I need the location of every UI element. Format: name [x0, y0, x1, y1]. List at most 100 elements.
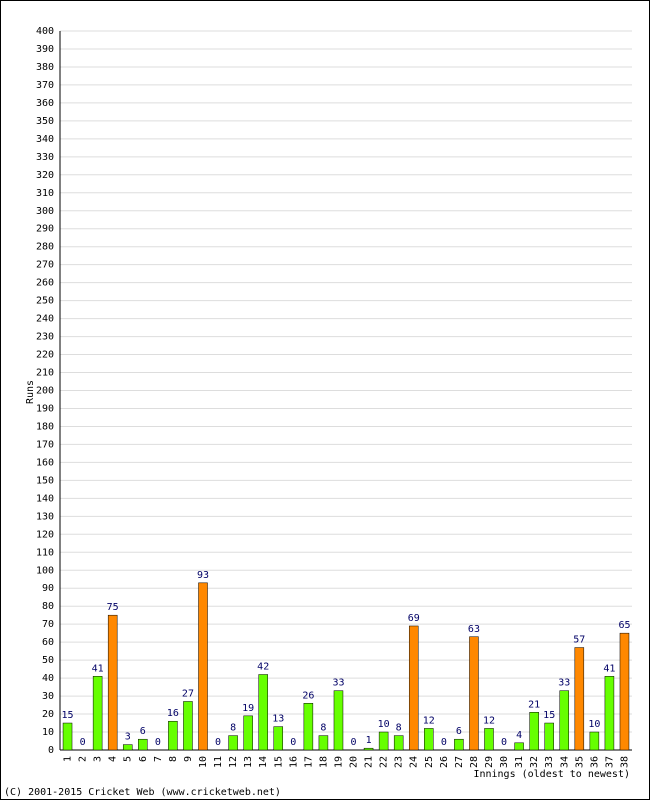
x-tick-label: 38	[619, 756, 630, 768]
y-tick-label: 100	[36, 565, 54, 576]
y-tick-label: 0	[48, 745, 54, 756]
bar	[273, 726, 284, 751]
value-label: 0	[351, 737, 357, 748]
x-tick-label: 29	[484, 756, 495, 768]
x-tick-label: 34	[559, 756, 570, 768]
x-tick-label: 22	[379, 756, 390, 768]
x-tick-label: 8	[168, 756, 179, 762]
y-tick-label: 190	[36, 403, 54, 414]
bar	[62, 722, 73, 751]
bar	[183, 701, 193, 751]
value-label: 3	[125, 732, 131, 743]
x-tick-label: 23	[394, 756, 405, 768]
x-tick-label: 25	[424, 756, 435, 768]
y-tick-label: 120	[36, 529, 54, 540]
y-tick-label: 310	[36, 188, 54, 199]
x-tick-label: 16	[288, 756, 299, 768]
x-tick-label: 31	[514, 756, 525, 768]
bar	[514, 742, 524, 751]
value-label: 0	[501, 737, 507, 748]
y-tick-label: 140	[36, 493, 54, 504]
value-label: 19	[242, 703, 254, 714]
x-tick-label: 2	[78, 756, 89, 762]
value-label: 75	[107, 602, 119, 613]
bar	[559, 690, 570, 751]
value-label: 15	[543, 710, 555, 721]
bar	[408, 625, 419, 751]
y-tick-label: 270	[36, 260, 54, 271]
value-label: 10	[378, 719, 390, 730]
x-tick-label: 32	[529, 756, 540, 768]
y-tick-label: 230	[36, 332, 54, 343]
y-tick-label: 80	[42, 601, 54, 612]
value-label: 0	[80, 737, 86, 748]
bar	[198, 582, 208, 751]
x-tick-label: 9	[183, 756, 194, 762]
value-label: 16	[167, 708, 179, 719]
y-axis-label: Runs	[25, 380, 36, 404]
x-tick-label: 3	[93, 756, 104, 762]
x-tick-label: 14	[258, 756, 269, 768]
value-label: 12	[423, 715, 435, 726]
value-label: 27	[182, 688, 194, 699]
value-label: 12	[483, 715, 495, 726]
value-label: 6	[140, 726, 146, 737]
x-tick-label: 21	[364, 756, 375, 768]
x-axis-label: Innings (oldest to newest)	[473, 769, 630, 780]
x-tick-label: 10	[198, 756, 209, 768]
y-tick-label: 210	[36, 368, 54, 379]
value-label: 57	[573, 635, 585, 646]
value-label: 0	[441, 737, 447, 748]
value-label: 0	[155, 737, 161, 748]
value-label: 33	[558, 678, 570, 689]
bar	[544, 722, 554, 751]
bar	[243, 715, 253, 751]
value-label: 13	[272, 714, 284, 725]
y-tick-label: 370	[36, 80, 54, 91]
y-tick-label: 400	[36, 26, 54, 37]
y-tick-label: 240	[36, 314, 54, 325]
value-label: 33	[332, 678, 344, 689]
y-tick-label: 260	[36, 278, 54, 289]
y-tick-label: 360	[36, 98, 54, 109]
y-tick-label: 90	[42, 583, 54, 594]
value-label: 93	[197, 570, 209, 581]
y-tick-label: 10	[42, 727, 54, 738]
value-label: 0	[215, 737, 221, 748]
bar	[258, 674, 268, 751]
x-tick-label: 12	[228, 756, 239, 768]
y-tick-label: 300	[36, 206, 54, 217]
bar	[424, 728, 434, 751]
x-tick-label: 6	[138, 756, 149, 762]
x-tick-label: 20	[349, 756, 360, 768]
y-tick-label: 170	[36, 439, 54, 450]
y-tick-label: 110	[36, 547, 54, 558]
y-tick-label: 30	[42, 691, 54, 702]
x-tick-label: 17	[303, 756, 314, 768]
y-tick-label: 350	[36, 116, 54, 127]
bar	[469, 636, 479, 751]
value-label: 15	[62, 710, 74, 721]
y-tick-label: 220	[36, 350, 54, 361]
x-tick-label: 13	[243, 756, 254, 768]
bar	[92, 676, 103, 751]
value-label: 8	[230, 723, 236, 734]
value-label: 41	[92, 663, 104, 674]
y-tick-label: 380	[36, 62, 54, 73]
y-tick-label: 390	[36, 44, 54, 55]
x-tick-label: 24	[409, 756, 420, 768]
bar	[107, 614, 118, 751]
x-tick-label: 28	[469, 756, 480, 768]
x-tick-label: 5	[123, 756, 134, 762]
bar	[363, 747, 374, 751]
bar	[168, 720, 178, 751]
value-label: 69	[408, 613, 420, 624]
bar	[303, 703, 314, 751]
bar	[574, 647, 585, 751]
y-tick-label: 340	[36, 134, 54, 145]
y-tick-label: 20	[42, 709, 54, 720]
value-label: 6	[456, 726, 462, 737]
bar	[619, 632, 630, 751]
bar	[122, 744, 133, 751]
